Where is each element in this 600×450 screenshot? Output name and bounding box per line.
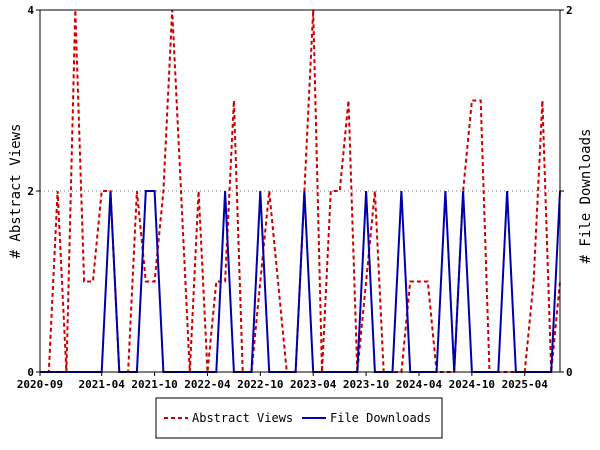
tick-label-x: 2024-10 (449, 378, 495, 391)
series-line-file-downloads (40, 190, 561, 373)
tick-label-x: 2021-04 (79, 378, 126, 391)
legend: Abstract Views File Downloads (155, 397, 443, 439)
legend-label-abstract-views: Abstract Views (192, 411, 293, 425)
tick-label-x: 2022-10 (237, 378, 283, 391)
y-left-axis-label: # Abstract Views (8, 124, 24, 259)
tick-label-x: 2021-10 (131, 378, 177, 391)
tick-label-left: 4 (27, 4, 34, 17)
tick-layer: 0 2 4 0 2 2020-09 2021-04 2021-10 2022-04 2022-10… (17, 4, 573, 391)
tick-label-x: 2024-04 (396, 378, 443, 391)
tick-label-x: 2022-04 (184, 378, 231, 391)
tick-label-x: 2020-09 (17, 378, 63, 391)
tick-label-right: 0 (566, 366, 573, 379)
tick-label-right: 2 (566, 4, 573, 17)
tick-label-x: 2023-04 (290, 378, 337, 391)
tick-label-left: 0 (27, 366, 34, 379)
tick-label-x: 2025-04 (502, 378, 549, 391)
legend-label-file-downloads: File Downloads (330, 411, 431, 425)
y-right-axis-label: # File Downloads (578, 129, 594, 264)
tick-label-x: 2023-10 (343, 378, 389, 391)
tick-label-left: 2 (27, 185, 34, 198)
legend-box (155, 397, 443, 439)
